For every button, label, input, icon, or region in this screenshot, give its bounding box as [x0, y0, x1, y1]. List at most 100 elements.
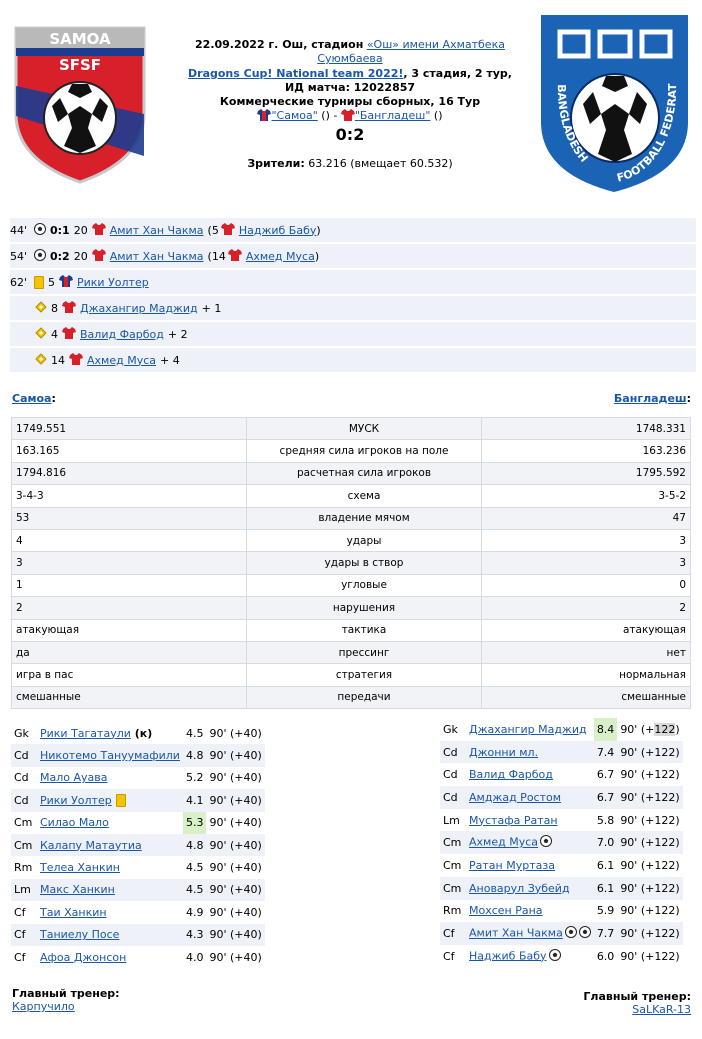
player-name-link[interactable]: Мало Ауава	[40, 771, 108, 785]
player-name-link[interactable]: Амит Хан Чакма	[469, 926, 563, 940]
event-player-link[interactable]: Джахангир Маджид	[80, 301, 198, 315]
player-position: Cd	[440, 786, 466, 809]
player-name-cell: Наджиб Бабу	[466, 945, 594, 968]
player-name-link[interactable]: Телеа Ханкин	[40, 861, 120, 875]
event-player-link[interactable]: Валид Фарбод	[80, 327, 164, 341]
player-name-link[interactable]: Ратан Муртаза	[469, 858, 555, 872]
stat-away-value: 3-5-2	[481, 484, 691, 508]
away-coach: Главный тренер: SaLKaR-13	[583, 990, 691, 1016]
away-team-logo: BANGLADESH FOOTBALL FEDERATION	[533, 2, 691, 194]
match-stage: , 3 стадия, 2 тур,	[403, 66, 512, 80]
player-name-cell: Рики Тагатаули (к)	[37, 722, 183, 744]
event-player-link[interactable]: Рики Уолтер	[77, 275, 149, 289]
player-position: Cm	[440, 876, 466, 900]
player-rating: 4.5	[185, 861, 204, 875]
player-name-cell: Силао Мало	[37, 812, 183, 834]
event-row: 54' 0:2 20 Амит Хан Чакма (14 Ахмед Муса)	[10, 244, 696, 268]
bonus-arrow-icon	[35, 326, 47, 342]
stat-row: атакующая тактика атакующая	[11, 618, 691, 642]
player-minutes: 90' (+122)	[617, 786, 683, 809]
away-player-row: Cm Ановарул Зубейд 6.1 90' (+122)	[440, 876, 683, 900]
player-name-link[interactable]: Наджиб Бабу	[469, 949, 547, 963]
home-team-link[interactable]: "Самоа"	[271, 109, 318, 123]
stat-row: 1794.816 расчетная сила игроков 1795.592	[11, 461, 691, 486]
match-score: 0:2	[335, 125, 365, 144]
player-name-link[interactable]: Макс Ханкин	[40, 883, 115, 897]
event-assist-link[interactable]: Наджиб Бабу	[238, 223, 317, 237]
player-name-link[interactable]: Силао Мало	[40, 816, 109, 830]
player-position: Lm	[443, 813, 460, 827]
goal-icon	[564, 926, 577, 941]
event-bonus: + 1	[201, 301, 222, 315]
player-name-link[interactable]: Амджад Ростом	[469, 790, 562, 804]
player-name-link[interactable]: Рики Тагатаули	[40, 726, 131, 740]
player-name-cell: Джонни мл.	[466, 740, 594, 764]
player-name-link[interactable]: Ановарул Зубейд	[469, 881, 570, 895]
player-name-link[interactable]: Джахангир Маджид	[469, 722, 587, 736]
stat-away-value: атакующая	[481, 618, 691, 642]
player-position: Cf	[443, 949, 455, 963]
away-coach-link[interactable]: SaLKaR-13	[632, 1003, 691, 1016]
home-coach-link[interactable]: Карпучило	[12, 1000, 75, 1013]
stat-away-value: 1748.331	[481, 416, 691, 441]
player-shirt-icon	[62, 300, 76, 316]
player-minutes: 90' (+122)	[620, 768, 680, 782]
match-stats-table: 1749.551 МУСК 1748.331 163.165 средняя сила …	[11, 416, 691, 710]
home-player-row: Cd Никотемо Тануумафили 4.8 90' (+40)	[11, 744, 265, 767]
stat-label: передачи	[246, 685, 482, 710]
event-player-link[interactable]: Амит Хан Чакма	[109, 249, 204, 263]
event-number: 20	[73, 223, 88, 237]
event-player-link[interactable]: Ахмед Муса	[87, 353, 156, 367]
stadium-link[interactable]: «Ош» имени Ахматбека Суюмбаева	[317, 38, 505, 66]
stat-row: 4 удары 3	[11, 528, 691, 553]
event-score: 0:1	[50, 223, 70, 237]
player-name-link[interactable]: Никотемо Тануумафили	[40, 749, 180, 763]
home-coach: Главный тренер: Карпучило	[12, 987, 120, 1013]
player-rating: 8.4	[593, 718, 618, 741]
stat-label: удары	[246, 528, 482, 553]
match-id: ИД матча: 12022857	[284, 80, 416, 94]
stat-label: удары в створ	[246, 551, 482, 575]
player-position: Cd	[443, 768, 458, 782]
player-name-link[interactable]: Валид Фарбод	[469, 768, 553, 782]
stat-home-value: 2	[11, 596, 247, 620]
away-team-link[interactable]: "Бангладеш"	[354, 109, 431, 123]
event-player-link[interactable]: Амит Хан Чакма	[109, 223, 204, 237]
player-rating: 4.8	[182, 833, 207, 857]
player-name-link[interactable]: Калапу Матаутиа	[40, 838, 142, 852]
goal-icon	[540, 835, 552, 850]
tournament-link[interactable]: Dragons Cup! National team 2022!	[188, 66, 404, 80]
player-name-link[interactable]: Афоа Джонсон	[40, 950, 127, 964]
away-team-heading-link[interactable]: Бангладеш	[613, 392, 687, 405]
stat-away-value: 3	[481, 551, 691, 575]
player-name-cell: Амджад Ростом	[466, 786, 594, 809]
stat-away-value: нет	[481, 640, 691, 665]
bonus-arrow-icon	[35, 352, 47, 368]
player-name-link[interactable]: Ахмед Муса	[469, 835, 538, 849]
home-team-heading-link[interactable]: Самоа	[12, 392, 52, 405]
home-player-row: Cm Силао Мало 5.3 90' (+40)	[11, 811, 265, 834]
player-shirt-icon	[91, 248, 106, 264]
match-date-place: 22.09.2022 г. Ош, стадион	[195, 38, 364, 51]
stat-label: схема	[246, 484, 482, 508]
player-name-link[interactable]: Мохсен Рана	[469, 904, 543, 918]
home-player-row: Cf Таи Ханкин 4.9 90' (+40)	[11, 901, 265, 923]
player-name-link[interactable]: Рики Уолтер	[40, 793, 112, 807]
player-minutes: 90' (+40)	[206, 878, 265, 902]
player-name-link[interactable]: Джонни мл.	[469, 745, 539, 759]
player-minutes: 90' (+40)	[206, 923, 265, 946]
event-assist-link[interactable]: Ахмед Муса	[245, 249, 315, 263]
event-number: 4	[51, 327, 58, 341]
goal-icon	[34, 222, 46, 238]
player-minutes: 90' (+40)	[206, 789, 265, 812]
stat-label: нарушения	[246, 596, 482, 620]
player-name-link[interactable]: Мустафа Ратан	[469, 813, 558, 827]
player-name-link[interactable]: Таи Ханкин	[40, 905, 107, 919]
away-player-row: Cd Джонни мл. 7.4 90' (+122)	[440, 740, 683, 764]
player-minutes: 90' (+40)	[209, 771, 262, 785]
event-row: 44' 0:1 20 Амит Хан Чакма (5 Наджиб Бабу)	[10, 218, 696, 242]
player-name-link[interactable]: Таниелу Посе	[40, 928, 120, 942]
home-player-row: Lm Макс Ханкин 4.5 90' (+40)	[11, 878, 265, 902]
player-position: Cf	[14, 950, 26, 964]
goal-icon	[578, 926, 591, 941]
